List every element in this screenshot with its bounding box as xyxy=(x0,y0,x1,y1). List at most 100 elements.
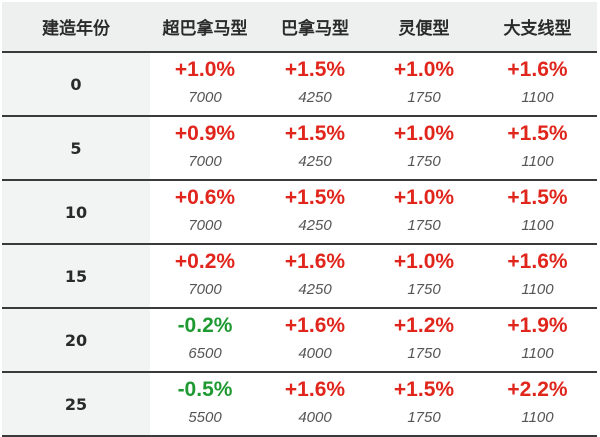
cell-panamax: +1.5% 4250 xyxy=(260,52,370,116)
header-row: 建造年份 超巴拿马型 巴拿马型 灵便型 大支线型 xyxy=(2,2,597,53)
cell-content: +1.0% 1750 xyxy=(370,181,478,243)
cell-post-panamax: +0.9% 7000 xyxy=(150,116,260,180)
change-value: +1.5% xyxy=(284,186,346,209)
change-value: +1.5% xyxy=(393,378,455,401)
table-row: 25 -0.5% 5500 +1.6% 4000 +1.5% 1750 +2.2% 1100 xyxy=(2,372,597,436)
cell-content: +1.0% 7000 xyxy=(150,53,260,115)
cell-feedermax: +1.9% 1100 xyxy=(478,308,597,372)
size-value: 1100 xyxy=(521,89,554,106)
change-value: +1.0% xyxy=(393,186,455,209)
header-handy: 灵便型 xyxy=(370,2,478,53)
change-value: +1.6% xyxy=(284,314,346,337)
cell-content: +2.2% 1100 xyxy=(478,373,597,435)
size-value: 4250 xyxy=(298,281,332,298)
build-year-cell: 15 xyxy=(2,244,150,308)
size-value: 5500 xyxy=(188,409,222,426)
cell-content: +1.5% 1100 xyxy=(478,117,597,179)
size-value: 7000 xyxy=(188,281,222,298)
size-value: 1750 xyxy=(407,217,441,234)
cell-handy: +1.2% 1750 xyxy=(370,308,478,372)
size-value: 4000 xyxy=(298,345,332,362)
size-value: 1100 xyxy=(521,217,554,234)
cell-content: +1.6% 4000 xyxy=(260,373,370,435)
cell-post-panamax: -0.5% 5500 xyxy=(150,372,260,436)
size-value: 1100 xyxy=(521,409,554,426)
cell-content: +1.5% 4250 xyxy=(260,181,370,243)
cell-feedermax: +2.2% 1100 xyxy=(478,372,597,436)
size-value: 1100 xyxy=(521,281,554,298)
build-year-cell: 10 xyxy=(2,180,150,244)
size-value: 7000 xyxy=(188,217,222,234)
cell-content: +0.2% 7000 xyxy=(150,245,260,307)
cell-content: +1.0% 1750 xyxy=(370,53,478,115)
cell-handy: +1.0% 1750 xyxy=(370,244,478,308)
change-value: +1.9% xyxy=(507,314,568,337)
cell-panamax: +1.5% 4250 xyxy=(260,180,370,244)
size-value: 1750 xyxy=(407,153,441,170)
size-value: 7000 xyxy=(188,89,222,106)
change-value: -0.2% xyxy=(177,314,233,337)
cell-content: +1.6% 1100 xyxy=(478,245,597,307)
cell-content: +1.2% 1750 xyxy=(370,309,478,371)
cell-handy: +1.0% 1750 xyxy=(370,116,478,180)
cell-content: +1.6% 4250 xyxy=(260,245,370,307)
cell-content: +1.5% 4250 xyxy=(260,53,370,115)
size-value: 4000 xyxy=(298,409,332,426)
size-value: 1100 xyxy=(521,153,554,170)
change-value: +1.5% xyxy=(284,58,346,81)
cell-content: +1.0% 1750 xyxy=(370,245,478,307)
cell-feedermax: +1.5% 1100 xyxy=(478,180,597,244)
cell-content: +1.5% 1750 xyxy=(370,373,478,435)
cell-handy: +1.0% 1750 xyxy=(370,180,478,244)
change-value: +1.5% xyxy=(284,122,346,145)
cell-post-panamax: +0.2% 7000 xyxy=(150,244,260,308)
cell-panamax: +1.6% 4000 xyxy=(260,308,370,372)
cell-post-panamax: +1.0% 7000 xyxy=(150,52,260,116)
cell-post-panamax: +0.6% 7000 xyxy=(150,180,260,244)
cell-panamax: +1.6% 4000 xyxy=(260,372,370,436)
cell-handy: +1.5% 1750 xyxy=(370,372,478,436)
change-value: +1.0% xyxy=(393,58,455,81)
size-value: 1100 xyxy=(521,345,554,362)
build-year-cell: 20 xyxy=(2,308,150,372)
change-value: +1.6% xyxy=(507,250,568,273)
cell-content: +1.6% 1100 xyxy=(478,53,597,115)
cell-content: -0.5% 5500 xyxy=(150,373,260,435)
cell-feedermax: +1.6% 1100 xyxy=(478,52,597,116)
size-value: 1750 xyxy=(407,281,441,298)
change-value: +1.6% xyxy=(507,58,568,81)
table-row: 5 +0.9% 7000 +1.5% 4250 +1.0% 1750 +1.5% 1100 xyxy=(2,116,597,180)
change-value: -0.5% xyxy=(177,378,233,401)
change-value: +1.2% xyxy=(393,314,455,337)
table-row: 10 +0.6% 7000 +1.5% 4250 +1.0% 1750 +1.5% 1100 xyxy=(2,180,597,244)
build-year-cell: 5 xyxy=(2,116,150,180)
cell-content: +1.5% 4250 xyxy=(260,117,370,179)
cell-post-panamax: -0.2% 6500 xyxy=(150,308,260,372)
header-panamax: 巴拿马型 xyxy=(260,2,370,53)
header-build-year: 建造年份 xyxy=(2,2,150,53)
cell-content: +1.6% 4000 xyxy=(260,309,370,371)
size-value: 4250 xyxy=(298,217,332,234)
change-value: +1.0% xyxy=(174,58,236,81)
size-value: 1750 xyxy=(407,89,441,106)
header-feedermax: 大支线型 xyxy=(478,2,597,53)
size-value: 6500 xyxy=(188,345,222,362)
change-value: +1.5% xyxy=(507,122,568,145)
cell-content: +1.0% 1750 xyxy=(370,117,478,179)
build-year-cell: 0 xyxy=(2,52,150,116)
size-value: 1750 xyxy=(407,345,441,362)
cell-feedermax: +1.6% 1100 xyxy=(478,244,597,308)
change-value: +1.6% xyxy=(284,378,346,401)
header-post-panamax: 超巴拿马型 xyxy=(150,2,260,53)
cell-content: -0.2% 6500 xyxy=(150,309,260,371)
change-value: +2.2% xyxy=(507,378,568,401)
size-value: 4250 xyxy=(298,153,332,170)
cell-feedermax: +1.5% 1100 xyxy=(478,116,597,180)
table-row: 15 +0.2% 7000 +1.6% 4250 +1.0% 1750 +1.6% 1100 xyxy=(2,244,597,308)
table-body: 0 +1.0% 7000 +1.5% 4250 +1.0% 1750 +1.6% 1100 5 +0… xyxy=(2,52,597,436)
size-value: 4250 xyxy=(298,89,332,106)
cell-panamax: +1.5% 4250 xyxy=(260,116,370,180)
cell-content: +1.9% 1100 xyxy=(478,309,597,371)
